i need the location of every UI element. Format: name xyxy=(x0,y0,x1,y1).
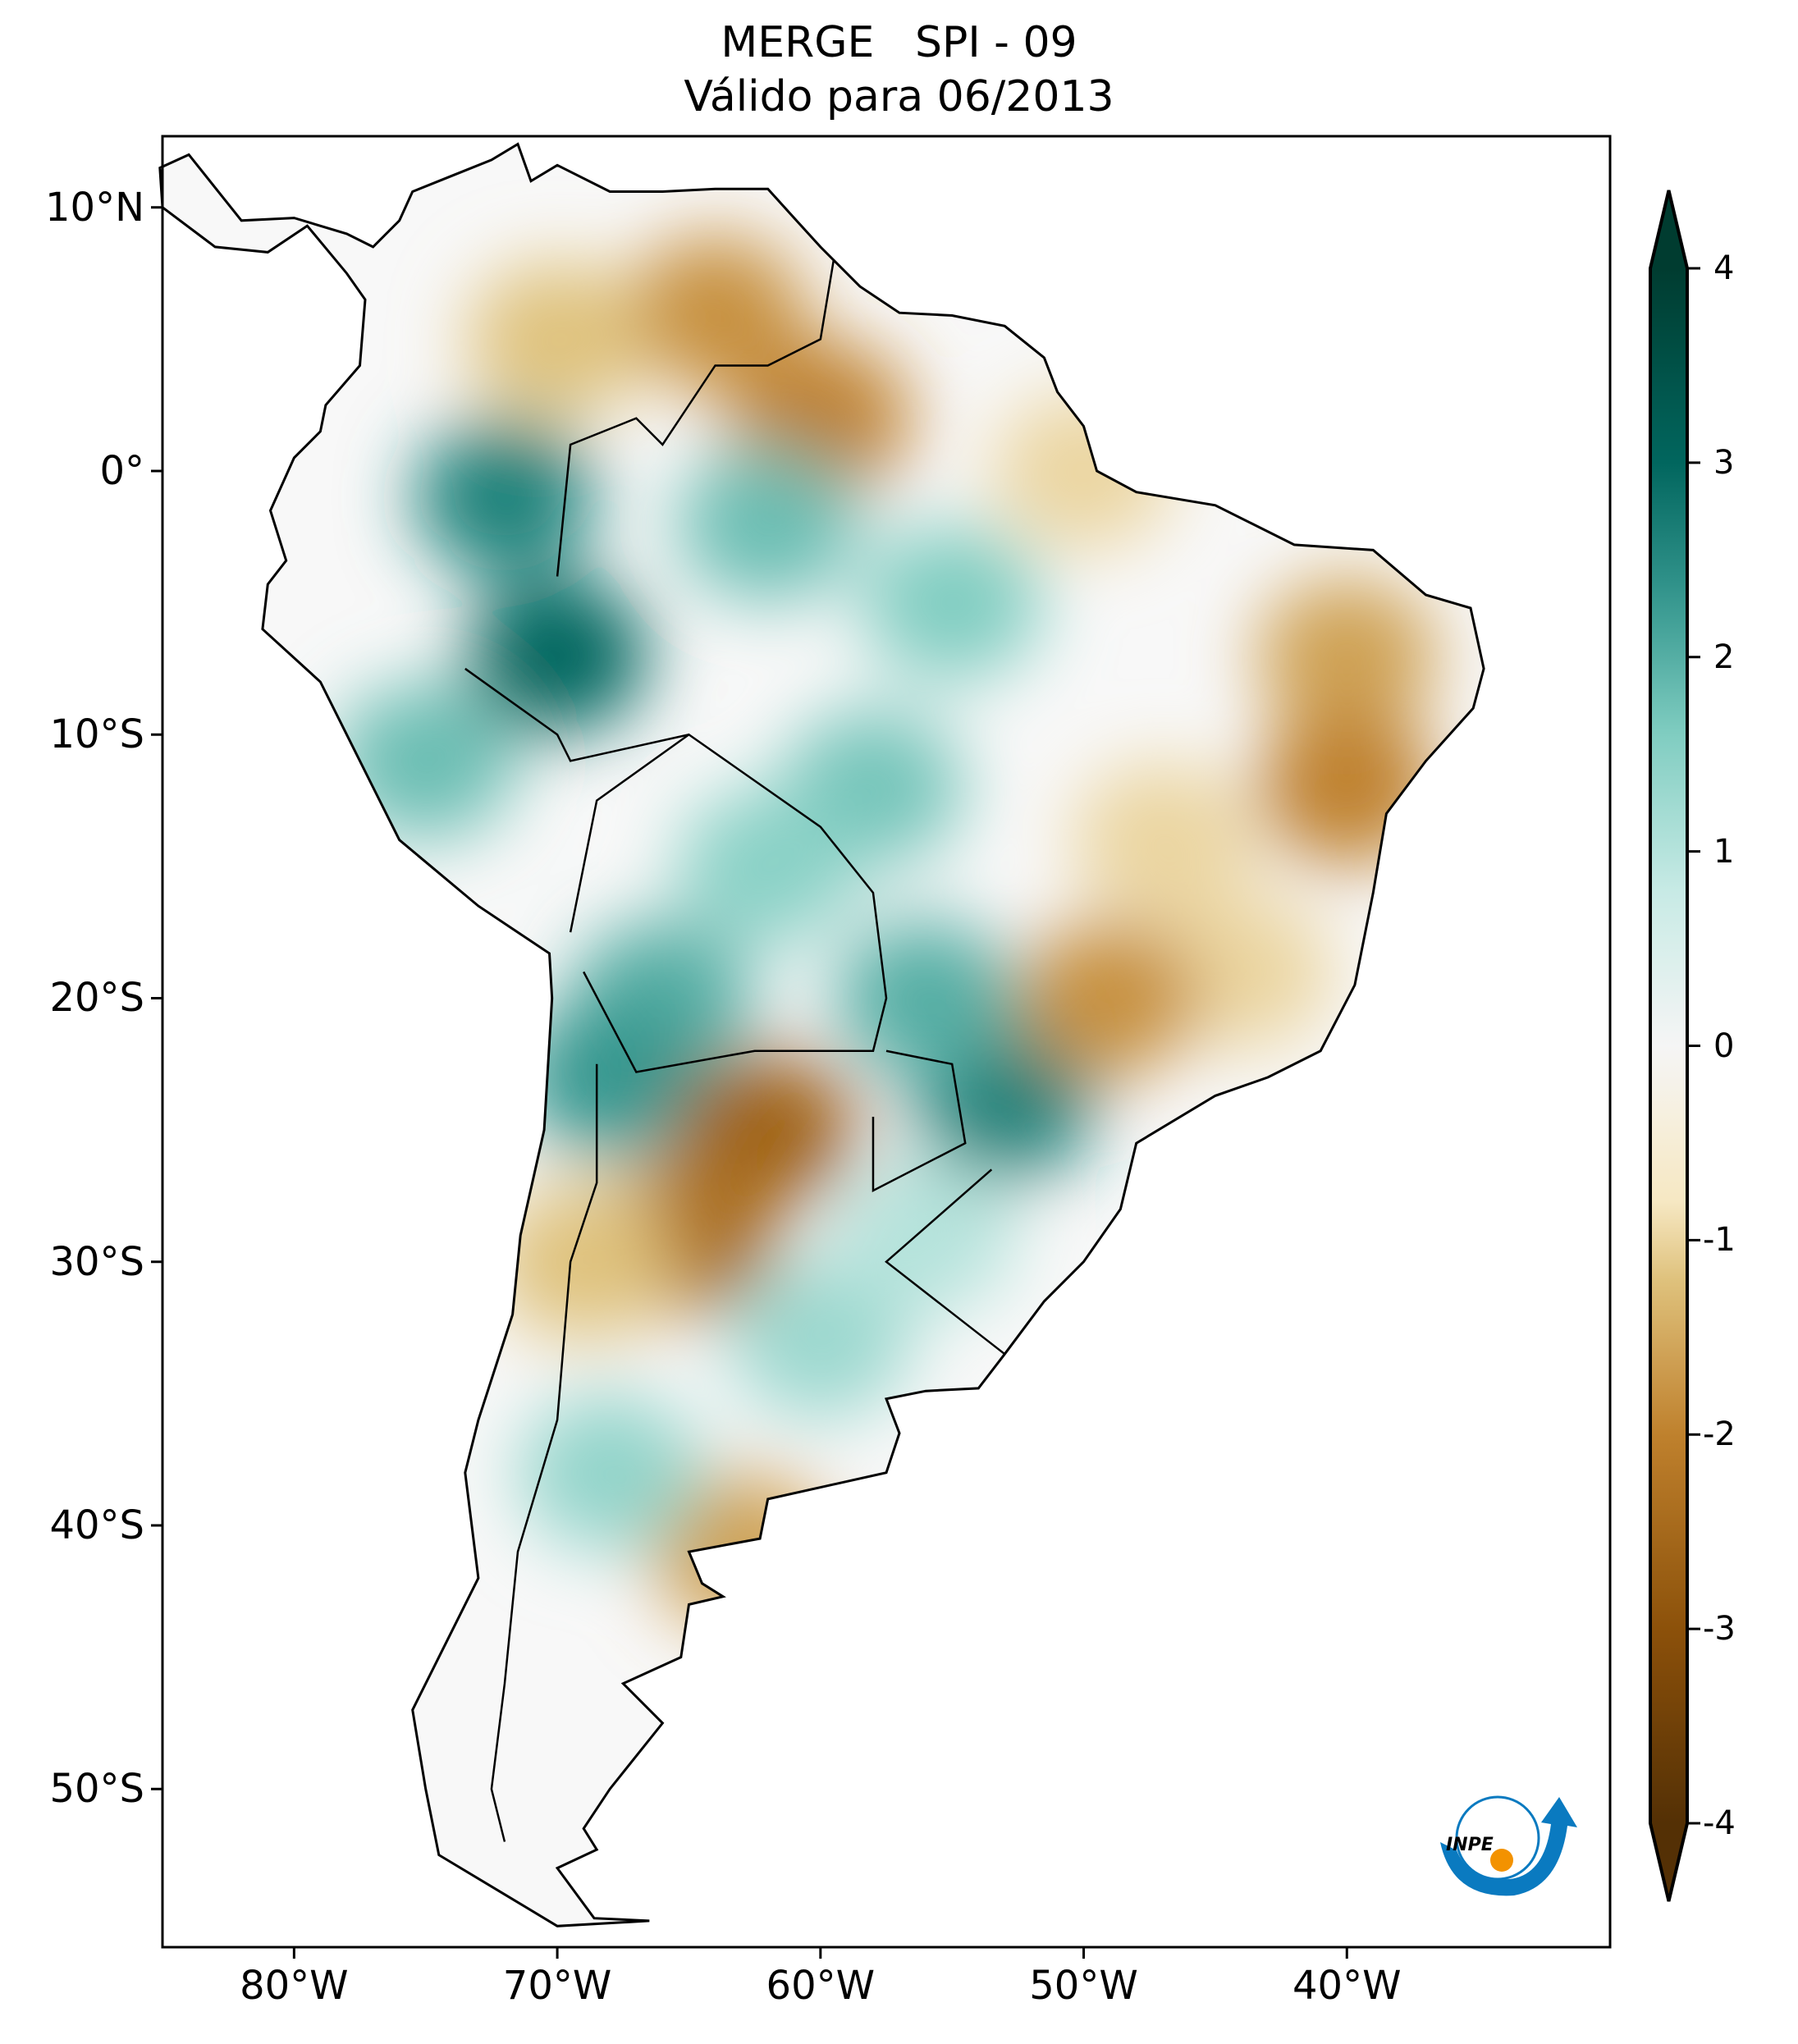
colorbar-tick-label: 1 xyxy=(1713,832,1735,871)
spi-anomaly-patch xyxy=(1256,577,1438,734)
country-border xyxy=(556,259,835,577)
colorbar-tick-label: -3 xyxy=(1703,1610,1736,1648)
lon-tick-label: 40°W xyxy=(1292,1963,1402,2009)
lat-tick-label: 10°S xyxy=(49,711,144,758)
lat-tick-label: 50°S xyxy=(49,1766,144,1813)
logo-text: INPE xyxy=(1446,1835,1494,1855)
lat-tick-label: 20°S xyxy=(49,975,144,1022)
spi-anomaly-patch xyxy=(862,524,1043,681)
coastline xyxy=(158,142,1485,1927)
country-border xyxy=(490,1063,598,1842)
colorbar-tick-label: -4 xyxy=(1703,1804,1736,1842)
map-subtitle: Válido para 06/2013 xyxy=(684,72,1114,121)
country-border xyxy=(569,733,888,1073)
colorbar-tick-label: 4 xyxy=(1713,249,1735,287)
spi-anomaly-patch xyxy=(414,419,595,576)
spi-anomaly-patch xyxy=(835,1157,1017,1314)
lat-tick-label: 0° xyxy=(99,447,144,494)
spi-anomaly-patch xyxy=(519,999,701,1155)
colorbar-tick-label: -2 xyxy=(1703,1415,1736,1454)
spi-anomaly-patch xyxy=(467,577,648,734)
spi-anomaly-patch xyxy=(1019,920,1201,1077)
colorbar-tick-label: 2 xyxy=(1713,638,1735,676)
map-frame xyxy=(161,135,1612,1949)
spi-anomaly-patch xyxy=(519,1394,701,1551)
lat-tick-label: 40°S xyxy=(49,1502,144,1548)
spi-anomaly-patch xyxy=(677,446,858,602)
colorbar-tick-label: -1 xyxy=(1703,1221,1736,1260)
spi-anomaly-patch xyxy=(993,392,1174,549)
country-border xyxy=(885,1168,1006,1356)
lon-tick-label: 80°W xyxy=(240,1963,349,2009)
colorbar xyxy=(1649,190,1700,1902)
colorbar-bar xyxy=(1649,190,1689,1902)
colorbar-tick-label: 0 xyxy=(1713,1027,1735,1065)
land-fill xyxy=(159,144,1485,1927)
land-area xyxy=(158,142,1485,1927)
lon-tick-label: 50°W xyxy=(1029,1963,1138,2009)
spi-anomaly-patch xyxy=(335,683,516,839)
country-border xyxy=(464,667,689,762)
lat-tick-label: 30°S xyxy=(49,1238,144,1285)
spi-anomaly-patch xyxy=(467,261,648,418)
spi-anomaly-patch xyxy=(624,235,806,391)
logo-arrow-icon xyxy=(1440,1797,1577,1896)
lat-tick-label: 10°N xyxy=(45,184,144,231)
inpe-logo: INPE xyxy=(1440,1795,1577,1896)
country-border xyxy=(872,1049,967,1193)
spi-anomaly-patch xyxy=(493,1183,675,1340)
spi-anomaly-patch xyxy=(1072,761,1253,918)
lon-tick-label: 60°W xyxy=(766,1963,876,2009)
spi-anomaly-patch xyxy=(1256,709,1438,866)
lon-tick-label: 70°W xyxy=(502,1963,612,2009)
logo-dot-icon xyxy=(1490,1849,1513,1872)
map-title: MERGE SPI - 09 xyxy=(721,18,1077,67)
spi-anomaly-patch xyxy=(835,920,1017,1077)
spi-anomaly-patch xyxy=(677,788,858,944)
spi-anomaly-patch xyxy=(730,1263,911,1420)
colorbar-tick-label: 3 xyxy=(1713,443,1735,482)
